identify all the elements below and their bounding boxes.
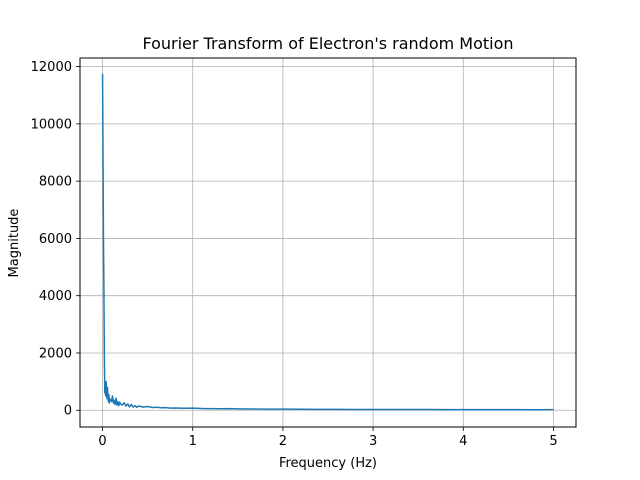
y-tick-label: 6000 bbox=[39, 232, 72, 247]
y-tick-label: 4000 bbox=[39, 289, 72, 304]
y-tick-label: 2000 bbox=[39, 346, 72, 361]
x-tick-label: 4 bbox=[459, 434, 467, 449]
plot-lines bbox=[101, 73, 554, 411]
x-tick-label: 0 bbox=[98, 434, 106, 449]
x-axis-ticks: 0 1 2 3 4 5 bbox=[98, 427, 558, 449]
x-tick-label: 1 bbox=[189, 434, 197, 449]
y-tick-label: 12000 bbox=[31, 60, 72, 75]
grid-lines bbox=[80, 58, 576, 427]
series-line bbox=[101, 73, 554, 411]
x-tick-label: 3 bbox=[369, 434, 377, 449]
plot-area-frame bbox=[79, 57, 577, 428]
y-axis-label: Magnitude bbox=[7, 209, 22, 278]
x-axis-label: Frequency (Hz) bbox=[279, 456, 377, 471]
y-axis-ticks: 0 2000 4000 6000 8000 10000 12000 bbox=[31, 60, 80, 419]
chart-title: Fourier Transform of Electron's random M… bbox=[142, 34, 513, 53]
x-tick-label: 5 bbox=[549, 434, 557, 449]
y-tick-label: 10000 bbox=[31, 117, 72, 132]
y-tick-label: 8000 bbox=[39, 175, 72, 190]
x-tick-label: 2 bbox=[279, 434, 287, 449]
y-tick-label: 0 bbox=[64, 404, 72, 419]
